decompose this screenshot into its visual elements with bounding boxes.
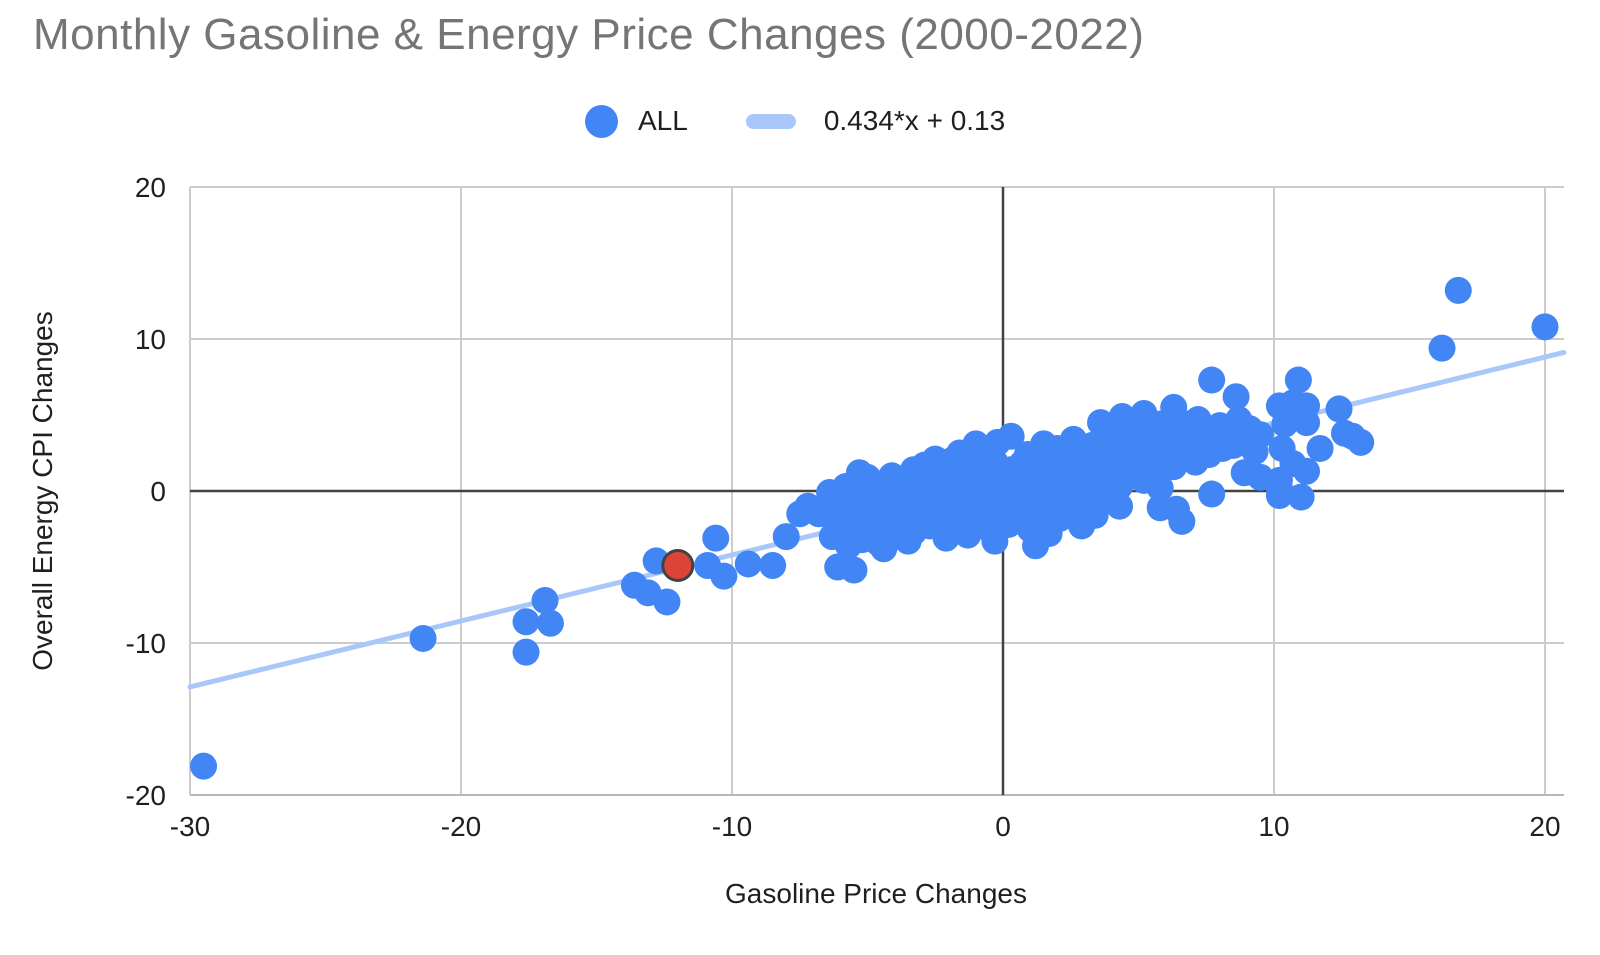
scatter-point[interactable] [1016, 515, 1044, 543]
scatter-point[interactable] [536, 609, 564, 637]
chart-title: Monthly Gasoline & Energy Price Changes … [33, 10, 1145, 59]
scatter-point[interactable] [1046, 504, 1074, 532]
scatter-point[interactable] [1287, 483, 1315, 511]
y-tick-label: 0 [150, 476, 166, 507]
scatter-point[interactable] [1347, 428, 1375, 456]
scatter-points[interactable] [190, 276, 1559, 780]
chart-legend: ALL 0.434*x + 0.13 [585, 100, 1005, 142]
scatter-point[interactable] [1306, 434, 1334, 462]
scatter-point[interactable] [759, 551, 787, 579]
series-legend-label[interactable]: ALL [638, 105, 688, 136]
y-tick-label: -10 [126, 628, 166, 659]
scatter-point[interactable] [1531, 313, 1559, 341]
x-tick-label: -30 [170, 811, 210, 842]
x-tick-label: 0 [995, 811, 1011, 842]
scatter-point[interactable] [512, 608, 540, 636]
scatter-point[interactable] [1444, 276, 1472, 304]
y-tick-label: -20 [126, 780, 166, 811]
x-tick-label: -20 [441, 811, 481, 842]
scatter-point[interactable] [1222, 383, 1250, 411]
highlighted-scatter-point[interactable] [661, 548, 695, 582]
scatter-point[interactable] [1284, 366, 1312, 394]
scatter-point[interactable] [997, 422, 1025, 450]
scatter-point[interactable] [1106, 492, 1134, 520]
scatter-point[interactable] [190, 752, 218, 780]
scatter-point[interactable] [1265, 482, 1293, 510]
scatter-point[interactable] [1168, 507, 1196, 535]
scatter-point[interactable] [1146, 474, 1174, 502]
scatter-point[interactable] [1428, 334, 1456, 362]
scatter-point[interactable] [1016, 471, 1044, 499]
y-tick-label: 20 [135, 172, 166, 203]
scatter-point[interactable] [1293, 457, 1321, 485]
scatter-point[interactable] [653, 588, 681, 616]
trendline-marker-icon[interactable] [745, 113, 796, 129]
scatter-point[interactable] [409, 624, 437, 652]
scatter-point[interactable] [1325, 395, 1353, 423]
scatter-point[interactable] [710, 562, 738, 590]
x-tick-label: 10 [1258, 811, 1289, 842]
x-tick-label: 20 [1529, 811, 1560, 842]
trendline-legend-label[interactable]: 0.434*x + 0.13 [823, 105, 1006, 136]
scatter-point[interactable] [702, 524, 730, 552]
scatter-point[interactable] [531, 586, 559, 614]
scatter-point[interactable] [512, 638, 540, 666]
y-tick-label: 10 [135, 324, 166, 355]
scatter-point[interactable] [1293, 409, 1321, 437]
scatter-point[interactable] [1198, 366, 1226, 394]
x-tick-label: -10 [712, 811, 752, 842]
scatter-point[interactable] [1184, 406, 1212, 434]
scatter-point[interactable] [840, 556, 868, 584]
scatter-point[interactable] [734, 550, 762, 578]
scatter-point[interactable] [1198, 480, 1226, 508]
x-axis-title: Gasoline Price Changes [725, 878, 1027, 909]
series-marker-icon[interactable] [585, 104, 618, 138]
scatter-point[interactable] [1246, 421, 1274, 449]
scatter-point[interactable] [1271, 410, 1299, 438]
y-axis-title: Overall Energy CPI Changes [27, 311, 58, 671]
scatter-point[interactable] [772, 523, 800, 551]
scatter-point[interactable] [994, 510, 1022, 538]
